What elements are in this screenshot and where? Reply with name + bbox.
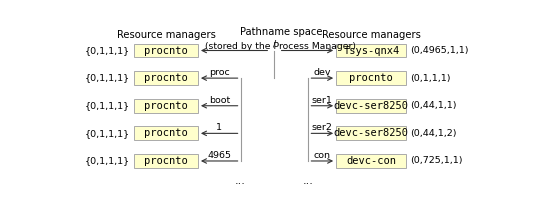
Text: devc-con: devc-con <box>346 156 396 166</box>
Text: ...: ... <box>303 176 314 186</box>
Text: boot: boot <box>209 96 230 105</box>
Text: (0,44,1,2): (0,44,1,2) <box>410 129 457 138</box>
Text: dev: dev <box>313 68 331 77</box>
FancyBboxPatch shape <box>336 126 406 140</box>
Text: fsys-qnx4: fsys-qnx4 <box>343 46 399 55</box>
Text: {0,1,1,1}: {0,1,1,1} <box>85 46 130 55</box>
Text: procnto: procnto <box>144 46 188 55</box>
Text: procnto: procnto <box>349 73 393 83</box>
Text: 4965: 4965 <box>207 151 231 160</box>
Text: {0,1,1,1}: {0,1,1,1} <box>85 129 130 138</box>
Text: procnto: procnto <box>144 73 188 83</box>
FancyBboxPatch shape <box>336 44 406 57</box>
Text: devc-ser8250: devc-ser8250 <box>334 128 409 138</box>
FancyBboxPatch shape <box>134 154 198 168</box>
Text: (0,725,1,1): (0,725,1,1) <box>410 157 463 165</box>
FancyBboxPatch shape <box>336 154 406 168</box>
Text: (0,4965,1,1): (0,4965,1,1) <box>410 46 469 55</box>
Text: 1: 1 <box>216 123 222 132</box>
Text: {0,1,1,1}: {0,1,1,1} <box>85 101 130 110</box>
Text: ser2: ser2 <box>312 123 333 132</box>
Text: Pathname space: Pathname space <box>239 27 322 37</box>
Text: con: con <box>314 151 331 160</box>
Text: Resource managers: Resource managers <box>322 30 420 40</box>
Text: (0,44,1,1): (0,44,1,1) <box>410 101 457 110</box>
Text: procnto: procnto <box>144 101 188 111</box>
FancyBboxPatch shape <box>134 44 198 57</box>
FancyBboxPatch shape <box>336 71 406 85</box>
Text: /: / <box>273 39 276 49</box>
Text: {0,1,1,1}: {0,1,1,1} <box>85 74 130 83</box>
FancyBboxPatch shape <box>134 71 198 85</box>
Text: proc: proc <box>209 68 230 77</box>
Text: (0,1,1,1): (0,1,1,1) <box>410 74 451 83</box>
Text: (stored by the Process Manager): (stored by the Process Manager) <box>206 42 356 51</box>
FancyBboxPatch shape <box>134 99 198 113</box>
Text: procnto: procnto <box>144 128 188 138</box>
Text: Resource managers: Resource managers <box>117 30 215 40</box>
Text: ...: ... <box>235 176 246 186</box>
Text: devc-ser8250: devc-ser8250 <box>334 101 409 111</box>
FancyBboxPatch shape <box>336 99 406 113</box>
Text: ser1: ser1 <box>312 96 333 105</box>
FancyBboxPatch shape <box>134 126 198 140</box>
Text: procnto: procnto <box>144 156 188 166</box>
Text: {0,1,1,1}: {0,1,1,1} <box>85 157 130 165</box>
